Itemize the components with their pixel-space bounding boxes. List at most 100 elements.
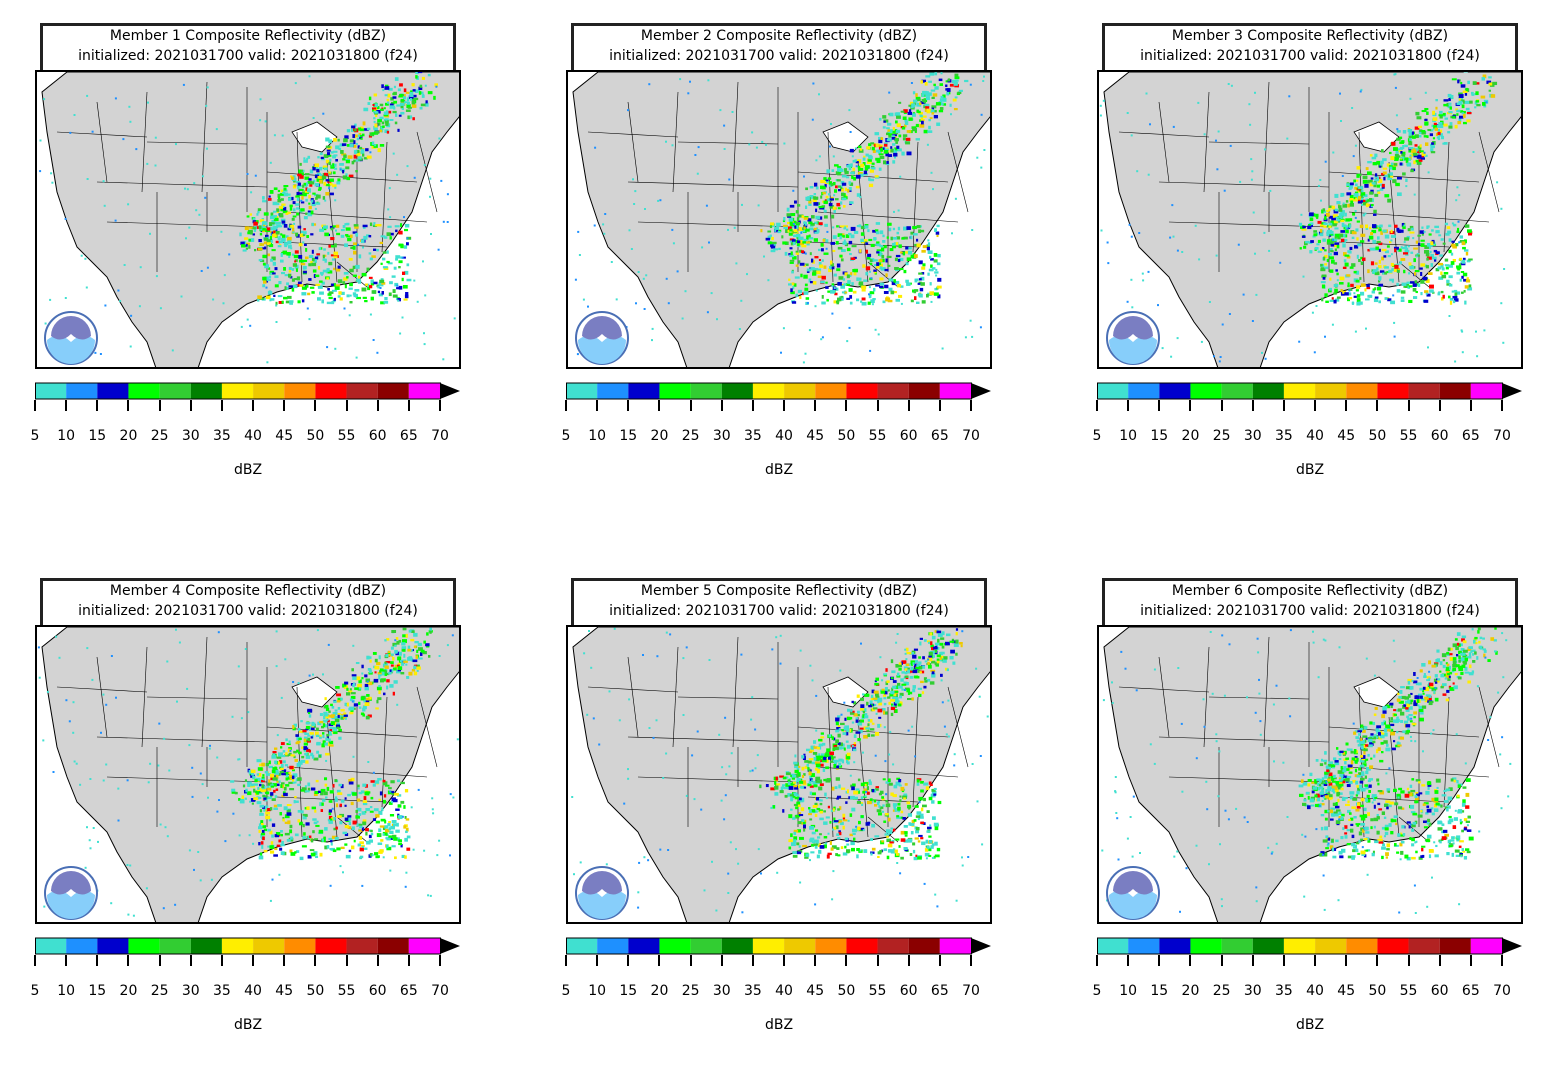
colorbar-tick-label: 55	[337, 983, 356, 999]
colorbar-segment	[1128, 383, 1160, 399]
colorbar-segment	[315, 383, 347, 399]
colorbar-tick	[565, 955, 567, 966]
colorbar-tick-label: 35	[744, 428, 762, 444]
colorbar-segment	[1128, 938, 1160, 954]
colorbar-segment	[253, 938, 285, 954]
colorbar-tick	[814, 400, 817, 411]
colorbar-tick-label: 35	[213, 428, 231, 444]
colorbar-segment	[190, 938, 222, 954]
colorbar-extend-arrow	[1502, 383, 1522, 399]
colorbar-tick-label: 20	[119, 983, 138, 999]
panel-title: Member 3 Composite Reflectivity (dBZ)	[1171, 28, 1449, 44]
colorbar-tick-label: 50	[306, 428, 325, 444]
colorbar	[1097, 382, 1522, 400]
panel-title: Member 1 Composite Reflectivity (dBZ)	[109, 28, 387, 44]
noaa-logo-icon	[44, 311, 98, 365]
panel-title: Member 6 Composite Reflectivity (dBZ)	[1171, 583, 1449, 599]
colorbar-tick-label: 65	[399, 428, 418, 444]
colorbar-segment	[1346, 938, 1378, 954]
colorbar-segment	[190, 383, 222, 399]
colorbar-segment	[128, 383, 160, 399]
colorbar-segment	[846, 938, 878, 954]
colorbar-segment	[784, 383, 816, 399]
colorbar-segment	[1252, 938, 1284, 954]
colorbar-tick-label: 15	[88, 983, 107, 999]
colorbar-tick	[1469, 955, 1472, 966]
colorbar-segment	[721, 938, 753, 954]
colorbar-tick	[439, 955, 441, 966]
colorbar-tick-label: 25	[1212, 983, 1231, 999]
colorbar-tick	[1407, 955, 1410, 966]
colorbar-tick	[876, 400, 879, 411]
colorbar-segment	[1190, 383, 1222, 399]
colorbar-segment	[690, 383, 722, 399]
colorbar-segment	[1190, 938, 1222, 954]
colorbar-tick	[158, 400, 161, 411]
colorbar-tick-label: 55	[868, 983, 887, 999]
colorbar-tick-label: 60	[899, 983, 918, 999]
colorbar-segment	[1097, 938, 1129, 954]
colorbar-tick-label: 30	[181, 983, 200, 999]
panel-title-box: Member 5 Composite Reflectivity (dBZ) ini…	[571, 578, 987, 628]
colorbar-tick-label: 45	[275, 428, 294, 444]
colorbar-tick	[1501, 400, 1503, 411]
colorbar-segment	[908, 383, 940, 399]
colorbar-tick	[220, 400, 223, 411]
colorbar-tick-label: 55	[337, 428, 356, 444]
colorbar	[35, 382, 460, 400]
map-canvas	[1099, 72, 1521, 367]
panel-title: Member 5 Composite Reflectivity (dBZ)	[640, 583, 918, 599]
colorbar-tick-label: 60	[368, 983, 387, 999]
noaa-logo-icon	[575, 866, 629, 920]
colorbar-tick	[1189, 400, 1192, 411]
panel-title-box: Member 4 Composite Reflectivity (dBZ) ini…	[40, 578, 456, 628]
colorbar-tick-label: 60	[899, 428, 918, 444]
colorbar-segment	[628, 383, 660, 399]
panel-subtitle: initialized: 2021031700 valid: 202103180…	[1140, 48, 1480, 64]
colorbar-segment	[1377, 383, 1409, 399]
colorbar-tick-label: 10	[1119, 428, 1138, 444]
colorbar-tick	[1096, 955, 1098, 966]
colorbar-tick-label: 55	[1399, 983, 1418, 999]
colorbar	[1097, 937, 1522, 955]
colorbar-tick-label: 5	[30, 428, 40, 444]
colorbar-tick	[376, 400, 379, 411]
colorbar-tick-label: 60	[368, 428, 387, 444]
colorbar-segment	[566, 938, 598, 954]
colorbar-tick	[158, 955, 161, 966]
colorbar-segment	[1408, 938, 1440, 954]
colorbar-tick	[1251, 955, 1254, 966]
radar-echoes	[39, 72, 456, 364]
colorbar-segment	[66, 938, 98, 954]
colorbar-tick-label: 55	[868, 428, 887, 444]
colorbar-tick	[565, 400, 567, 411]
panel-title-box: Member 2 Composite Reflectivity (dBZ) ini…	[571, 23, 987, 73]
map-canvas	[1101, 627, 1521, 922]
colorbar-segment	[1159, 383, 1191, 399]
colorbar-tick-label: 5	[1092, 428, 1102, 444]
colorbar-tick	[689, 400, 692, 411]
colorbar-tick	[96, 400, 99, 411]
colorbar-tick	[627, 400, 630, 411]
colorbar-tick	[1469, 400, 1472, 411]
panel-title-box: Member 3 Composite Reflectivity (dBZ) ini…	[1102, 23, 1518, 73]
colorbar-segment	[939, 383, 971, 399]
colorbar-tick	[1189, 955, 1192, 966]
colorbar-segment	[1470, 383, 1502, 399]
map-panel-member-6: Member 6 Composite Reflectivity (dBZ) ini…	[1093, 555, 1556, 1055]
colorbar-segment	[253, 383, 285, 399]
map-canvas	[571, 627, 990, 922]
colorbar-tick-label: 70	[431, 983, 449, 999]
colorbar-tick	[970, 400, 972, 411]
colorbar-segment	[159, 383, 191, 399]
colorbar-tick	[1345, 400, 1348, 411]
colorbar-segment	[377, 938, 409, 954]
colorbar-tick	[907, 955, 910, 966]
colorbar-unit-label: dBZ	[233, 1017, 263, 1033]
colorbar-tick	[439, 400, 441, 411]
land-area	[1103, 627, 1521, 922]
colorbar-tick	[345, 955, 348, 966]
colorbar-tick-label: 15	[88, 428, 107, 444]
map-canvas	[572, 72, 990, 367]
colorbar-tick-label: 50	[837, 983, 856, 999]
